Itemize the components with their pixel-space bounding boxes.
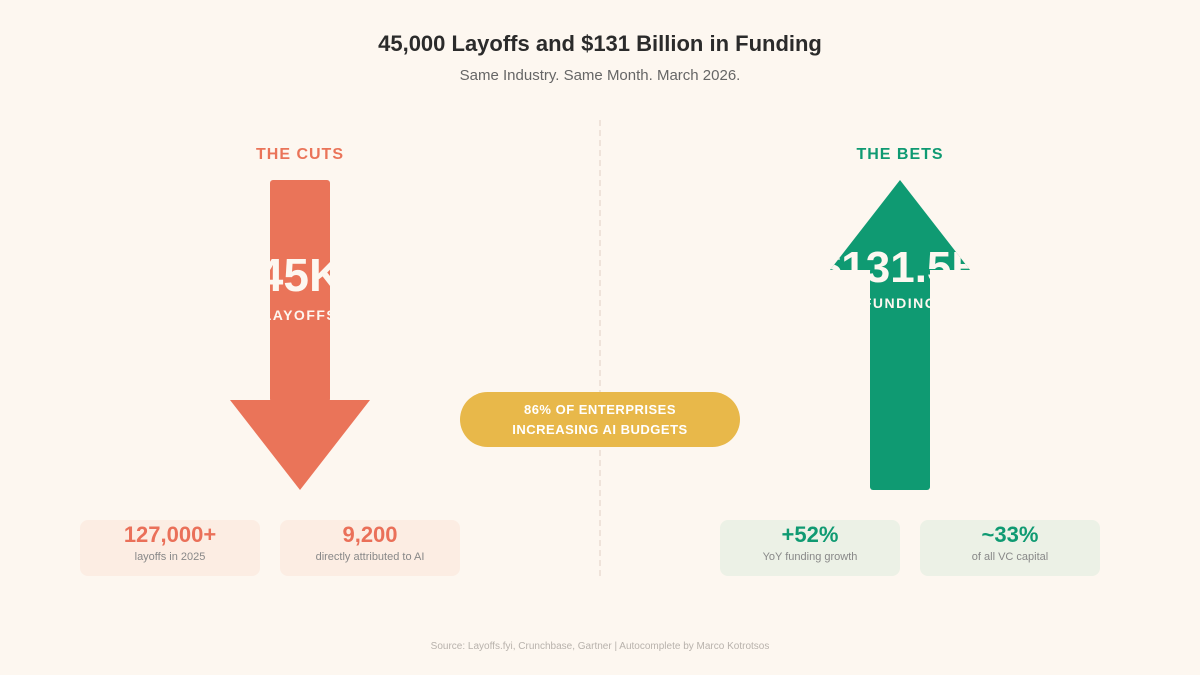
funding-big-number: $131.5B (817, 243, 983, 292)
source-footer: Source: Layoffs.fyi, Crunchbase, Gartner… (430, 641, 770, 652)
down-arrow-icon (230, 180, 370, 490)
stat-label: layoffs in 2025 (134, 551, 206, 563)
badge-line-2: INCREASING AI BUDGETS (512, 421, 688, 437)
stat-label: directly attributed to AI (315, 551, 425, 563)
stat-label: YoY funding growth (762, 551, 858, 563)
stat-card: 127,000+ layoffs in 2025 (80, 520, 260, 576)
stat-value: 9,200 (342, 522, 398, 547)
funding-big-label: FUNDING (863, 295, 937, 311)
page-title: 45,000 Layoffs and $131 Billion in Fundi… (378, 31, 822, 56)
bets-label: THE BETS (856, 146, 944, 163)
badge-line-1: 86% OF ENTERPRISES (523, 401, 677, 417)
stat-label: of all VC capital (971, 551, 1049, 563)
up-arrow-icon (830, 180, 970, 490)
cuts-label: THE CUTS (256, 146, 344, 163)
stat-card: ~33% of all VC capital (920, 520, 1100, 576)
stat-value: 127,000+ (123, 522, 217, 547)
ai-budgets-badge: 86% OF ENTERPRISES INCREASING AI BUDGETS (460, 392, 740, 447)
center-divider (599, 120, 601, 576)
stat-card: 9,200 directly attributed to AI (280, 520, 460, 576)
stat-value: ~33% (981, 522, 1039, 547)
layoffs-big-label: LAYOFFS (263, 307, 338, 323)
stat-value: +52% (781, 522, 839, 547)
page-subtitle: Same Industry. Same Month. March 2026. (459, 67, 741, 84)
stat-card: +52% YoY funding growth (720, 520, 900, 576)
layoffs-big-number: 45K (258, 249, 342, 301)
